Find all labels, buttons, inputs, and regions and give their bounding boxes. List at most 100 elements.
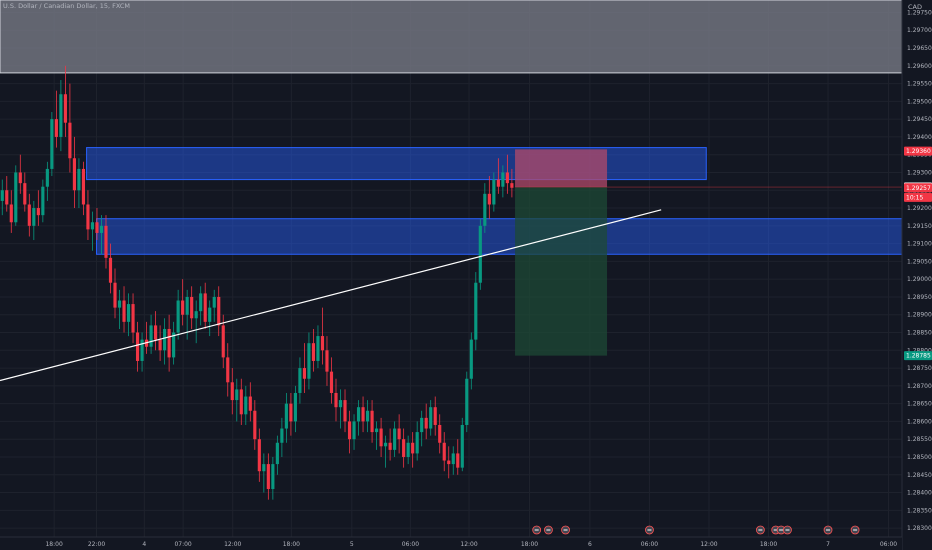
candle-body <box>478 225 482 283</box>
candle-body <box>99 225 104 233</box>
price-tag <box>904 351 932 361</box>
take-profit-zone[interactable] <box>515 187 608 356</box>
candle-body <box>244 396 248 415</box>
candle-body <box>23 183 27 205</box>
price-tick-label: 1.28950 <box>907 294 932 301</box>
time-axis[interactable]: 18:00 22:00 4 07:00 12:00 18:00 5 06:00 12:00 18:… <box>45 541 897 548</box>
candle-body <box>163 328 167 351</box>
candle-body <box>235 389 239 401</box>
time-tick-label: 06:00 <box>880 541 897 548</box>
candle-body <box>284 403 288 429</box>
price-tick-label: 1.29200 <box>907 205 932 212</box>
economic-event-icon[interactable] <box>783 525 792 535</box>
candle-body <box>212 296 216 308</box>
price-tick-label: 1.28450 <box>907 472 932 479</box>
price-tick-label: 1.28500 <box>907 454 932 461</box>
price-tick-label: 1.29600 <box>907 63 932 70</box>
candle-body <box>370 410 374 433</box>
candle-body <box>135 332 140 361</box>
gray-zone[interactable] <box>0 0 903 74</box>
candle-body <box>149 325 153 347</box>
candle-body <box>384 442 388 447</box>
candle-body <box>239 389 243 415</box>
time-tick-label: 18:00 <box>760 541 777 548</box>
candle-body <box>54 119 58 137</box>
candle-body <box>474 282 478 340</box>
price-tick-label: 1.28350 <box>907 507 932 514</box>
time-tick-label: 06:00 <box>641 541 658 548</box>
economic-event-icon[interactable] <box>645 525 654 535</box>
candle-body <box>356 407 361 422</box>
time-tick-label: 18:00 <box>45 541 62 548</box>
candle-body <box>451 453 455 465</box>
candle-body <box>208 307 212 322</box>
candle-body <box>460 424 464 468</box>
candle-body <box>438 424 442 443</box>
candle-body <box>199 293 203 312</box>
candle-body <box>126 304 131 322</box>
candle-body <box>113 282 117 308</box>
economic-event-icon[interactable] <box>561 525 570 535</box>
currency-label: CAD <box>908 3 922 11</box>
candle-body <box>433 407 437 425</box>
price-axis-background <box>902 0 932 550</box>
price-tick-label: 1.28850 <box>907 330 932 337</box>
candle-body <box>347 421 352 440</box>
price-tick-label: 1.28750 <box>907 365 932 372</box>
price-tick-label: 1.28900 <box>907 312 932 319</box>
candle-body <box>72 158 76 191</box>
time-tick-label: 7 <box>826 541 830 548</box>
candle-body <box>496 179 500 187</box>
time-tick-label: 12:00 <box>224 541 241 548</box>
short-position[interactable] <box>515 149 902 356</box>
candle-body <box>77 168 81 191</box>
economic-event-icon[interactable] <box>532 525 542 535</box>
candle-body <box>424 417 428 429</box>
price-tick-label: 1.28600 <box>907 418 932 425</box>
candle-body <box>320 336 325 351</box>
candle-body <box>14 172 18 223</box>
trendline-segment[interactable] <box>0 209 662 382</box>
trendline[interactable] <box>0 209 662 382</box>
price-tag <box>904 146 932 156</box>
stop-loss-zone[interactable] <box>515 149 608 188</box>
candle-body <box>406 442 410 457</box>
candle-body <box>122 300 126 322</box>
candle-body <box>194 311 198 319</box>
time-tick-label: 06:00 <box>402 541 419 548</box>
economic-event-icon[interactable] <box>755 525 765 535</box>
price-tick-label: 1.28400 <box>907 490 932 497</box>
candle-body <box>334 392 338 408</box>
candle-body <box>338 400 343 408</box>
candle-body <box>275 442 279 465</box>
candle-body <box>0 190 4 201</box>
price-tick-label: 1.28650 <box>907 401 932 408</box>
economic-event-icon[interactable] <box>823 525 833 535</box>
candle-body <box>248 396 252 411</box>
candle-body <box>447 460 451 465</box>
candle-body <box>95 222 99 233</box>
candle-body <box>302 368 307 379</box>
event-markers[interactable] <box>532 525 860 535</box>
candle-body <box>293 392 297 422</box>
economic-event-icon[interactable] <box>544 525 553 535</box>
time-tick-label: 18:00 <box>283 541 300 548</box>
candle-body <box>81 168 86 205</box>
price-tick-label: 1.29500 <box>907 98 932 105</box>
economic-event-icon[interactable] <box>850 525 860 535</box>
price-tick-label: 1.28550 <box>907 436 932 443</box>
price-tick-label: 1.29300 <box>907 169 932 176</box>
candle-body <box>375 428 379 433</box>
candle-body <box>501 172 505 187</box>
candle-body <box>266 464 270 489</box>
price-tick-label: 1.28800 <box>907 347 932 354</box>
supply-zone[interactable] <box>86 147 707 181</box>
demand-zone[interactable] <box>96 218 903 255</box>
price-tick-label: 1.29100 <box>907 241 932 248</box>
candle-body <box>487 193 491 205</box>
price-tag-label: 1.28785 <box>906 353 931 360</box>
candle-body <box>221 325 225 358</box>
candle-body <box>172 332 176 358</box>
